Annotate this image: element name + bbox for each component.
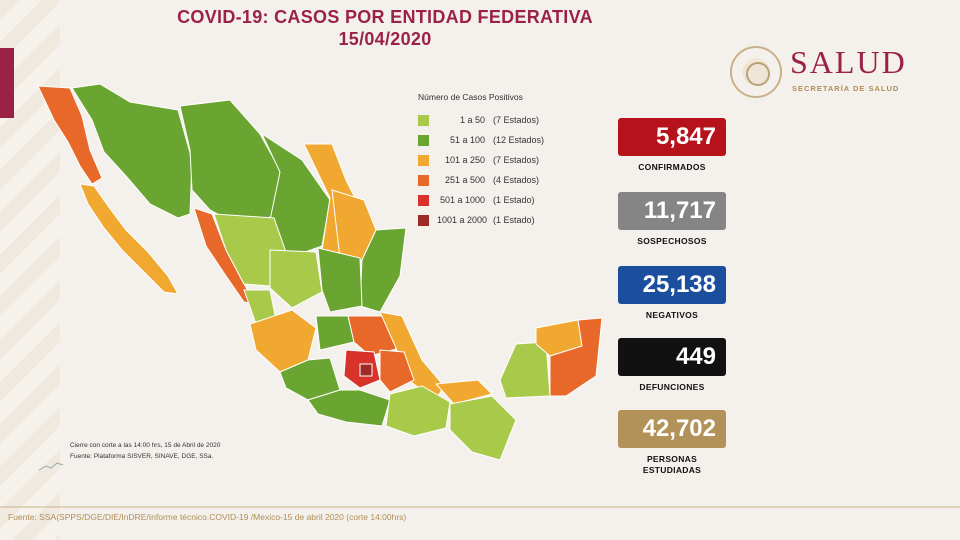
state-puebla: [379, 349, 415, 393]
legend-swatch: [418, 134, 429, 146]
stat-label-line: NEGATIVOS: [645, 310, 699, 320]
brand-subtitle: SECRETARÍA DE SALUD: [792, 84, 900, 93]
footer-source: Fuente: SSA(SPPS/DGE/DIE/InDRE/Informe t…: [8, 512, 407, 522]
legend-item: 51 a 100 (12 Estados): [418, 130, 578, 150]
stat-label-line: ESTUDIADAS: [642, 465, 702, 475]
legend-item: 1 a 50 (7 Estados): [418, 110, 578, 130]
accent-bar: [0, 48, 14, 118]
stat-label: DEFUNCIONES: [618, 382, 726, 393]
stat-label-line: DEFUNCIONES: [639, 382, 705, 392]
state-sonora: [71, 83, 193, 219]
stat-label: NEGATIVOS: [618, 310, 726, 321]
legend-range: 51 a 100: [449, 135, 485, 145]
state-ciudad-de-mexico: [359, 363, 373, 377]
state-oaxaca: [385, 385, 451, 437]
government-seal-icon: [730, 46, 782, 98]
state-campeche: [499, 341, 551, 399]
legend-range: 1 a 50: [459, 115, 485, 125]
legend-item: 501 a 1000 (1 Estado): [418, 190, 578, 210]
legend-swatch: [418, 114, 429, 126]
legend-count: (4 Estados): [493, 175, 540, 185]
state-san-luis-potosi: [317, 247, 363, 313]
stat-personas-estudiadas: 42,702 PERSONAS ESTUDIADAS: [618, 410, 726, 476]
legend-range: 251 a 500: [444, 175, 485, 185]
stat-label-line: CONFIRMADOS: [638, 162, 706, 172]
legend-count: (7 Estados): [493, 115, 540, 125]
stat-sospechosos: 11,717 SOSPECHOSOS: [618, 192, 726, 247]
legend-item: 101 a 250 (7 Estados): [418, 150, 578, 170]
state-chihuahua: [179, 99, 281, 225]
state-baja-california: [37, 85, 103, 185]
stat-label: CONFIRMADOS: [618, 162, 726, 173]
cutoff-note: Cierre con corte a las 14:00 hrs, 15 de …: [70, 440, 220, 462]
brand-name: SALUD: [790, 44, 907, 80]
page-title: COVID-19: CASOS POR ENTIDAD FEDERATIVA 1…: [150, 6, 620, 50]
state-baja-california-sur: [79, 183, 179, 295]
legend-count: (7 Estados): [493, 155, 540, 165]
footer-divider: [0, 506, 960, 508]
stat-label-line: PERSONAS: [646, 454, 698, 464]
state-tabasco: [434, 379, 493, 405]
legend-swatch: [418, 194, 429, 206]
stat-label: PERSONAS ESTUDIADAS: [618, 454, 726, 476]
state-quintana-roo: [549, 317, 603, 397]
legend-swatch: [418, 154, 429, 166]
cutoff-note-line-1: Cierre con corte a las 14:00 hrs, 15 de …: [70, 442, 221, 449]
map-legend: Número de Casos Positivos 1 a 50 (7 Esta…: [418, 92, 578, 230]
legend-count: (1 Estado): [493, 195, 535, 205]
legend-item: 1001 a 2000 (1 Estado): [418, 210, 578, 230]
stat-negativos: 25,138 NEGATIVOS: [618, 266, 726, 321]
stat-value: 5,847: [618, 118, 726, 156]
legend-item: 251 a 500 (4 Estados): [418, 170, 578, 190]
state-zacatecas: [269, 249, 323, 309]
legend-range: 501 a 1000: [439, 195, 485, 205]
state-chiapas: [449, 395, 517, 461]
stat-confirmados: 5,847 CONFIRMADOS: [618, 118, 726, 173]
legend-range: 101 a 250: [444, 155, 485, 165]
title-line-1: COVID-19: CASOS POR ENTIDAD FEDERATIVA: [177, 7, 593, 27]
state-guerrero: [307, 389, 391, 427]
stat-value: 42,702: [618, 410, 726, 448]
legend-swatch: [418, 214, 429, 226]
stat-defunciones: 449 DEFUNCIONES: [618, 338, 726, 393]
stat-label-line: SOSPECHOSOS: [637, 236, 707, 246]
legend-count: (1 Estado): [493, 215, 535, 225]
legend-range: 1001 a 2000: [437, 215, 488, 225]
legend-title: Número de Casos Positivos: [418, 92, 523, 102]
stat-value: 11,717: [618, 192, 726, 230]
cutoff-note-line-2: Fuente: Plataforma SISVER, SINAVE, DGE, …: [70, 453, 214, 460]
legend-count: (12 Estados): [493, 135, 545, 145]
stat-value: 449: [618, 338, 726, 376]
stat-label: SOSPECHOSOS: [618, 236, 726, 247]
brand-logo: SALUD SECRETARÍA DE SALUD: [730, 44, 930, 104]
chart-line-icon: [38, 462, 64, 471]
stat-value: 25,138: [618, 266, 726, 304]
mexico-map: [37, 83, 603, 461]
legend-swatch: [418, 174, 429, 186]
state-guanajuato: [315, 315, 355, 351]
title-line-2: 15/04/2020: [338, 29, 432, 49]
